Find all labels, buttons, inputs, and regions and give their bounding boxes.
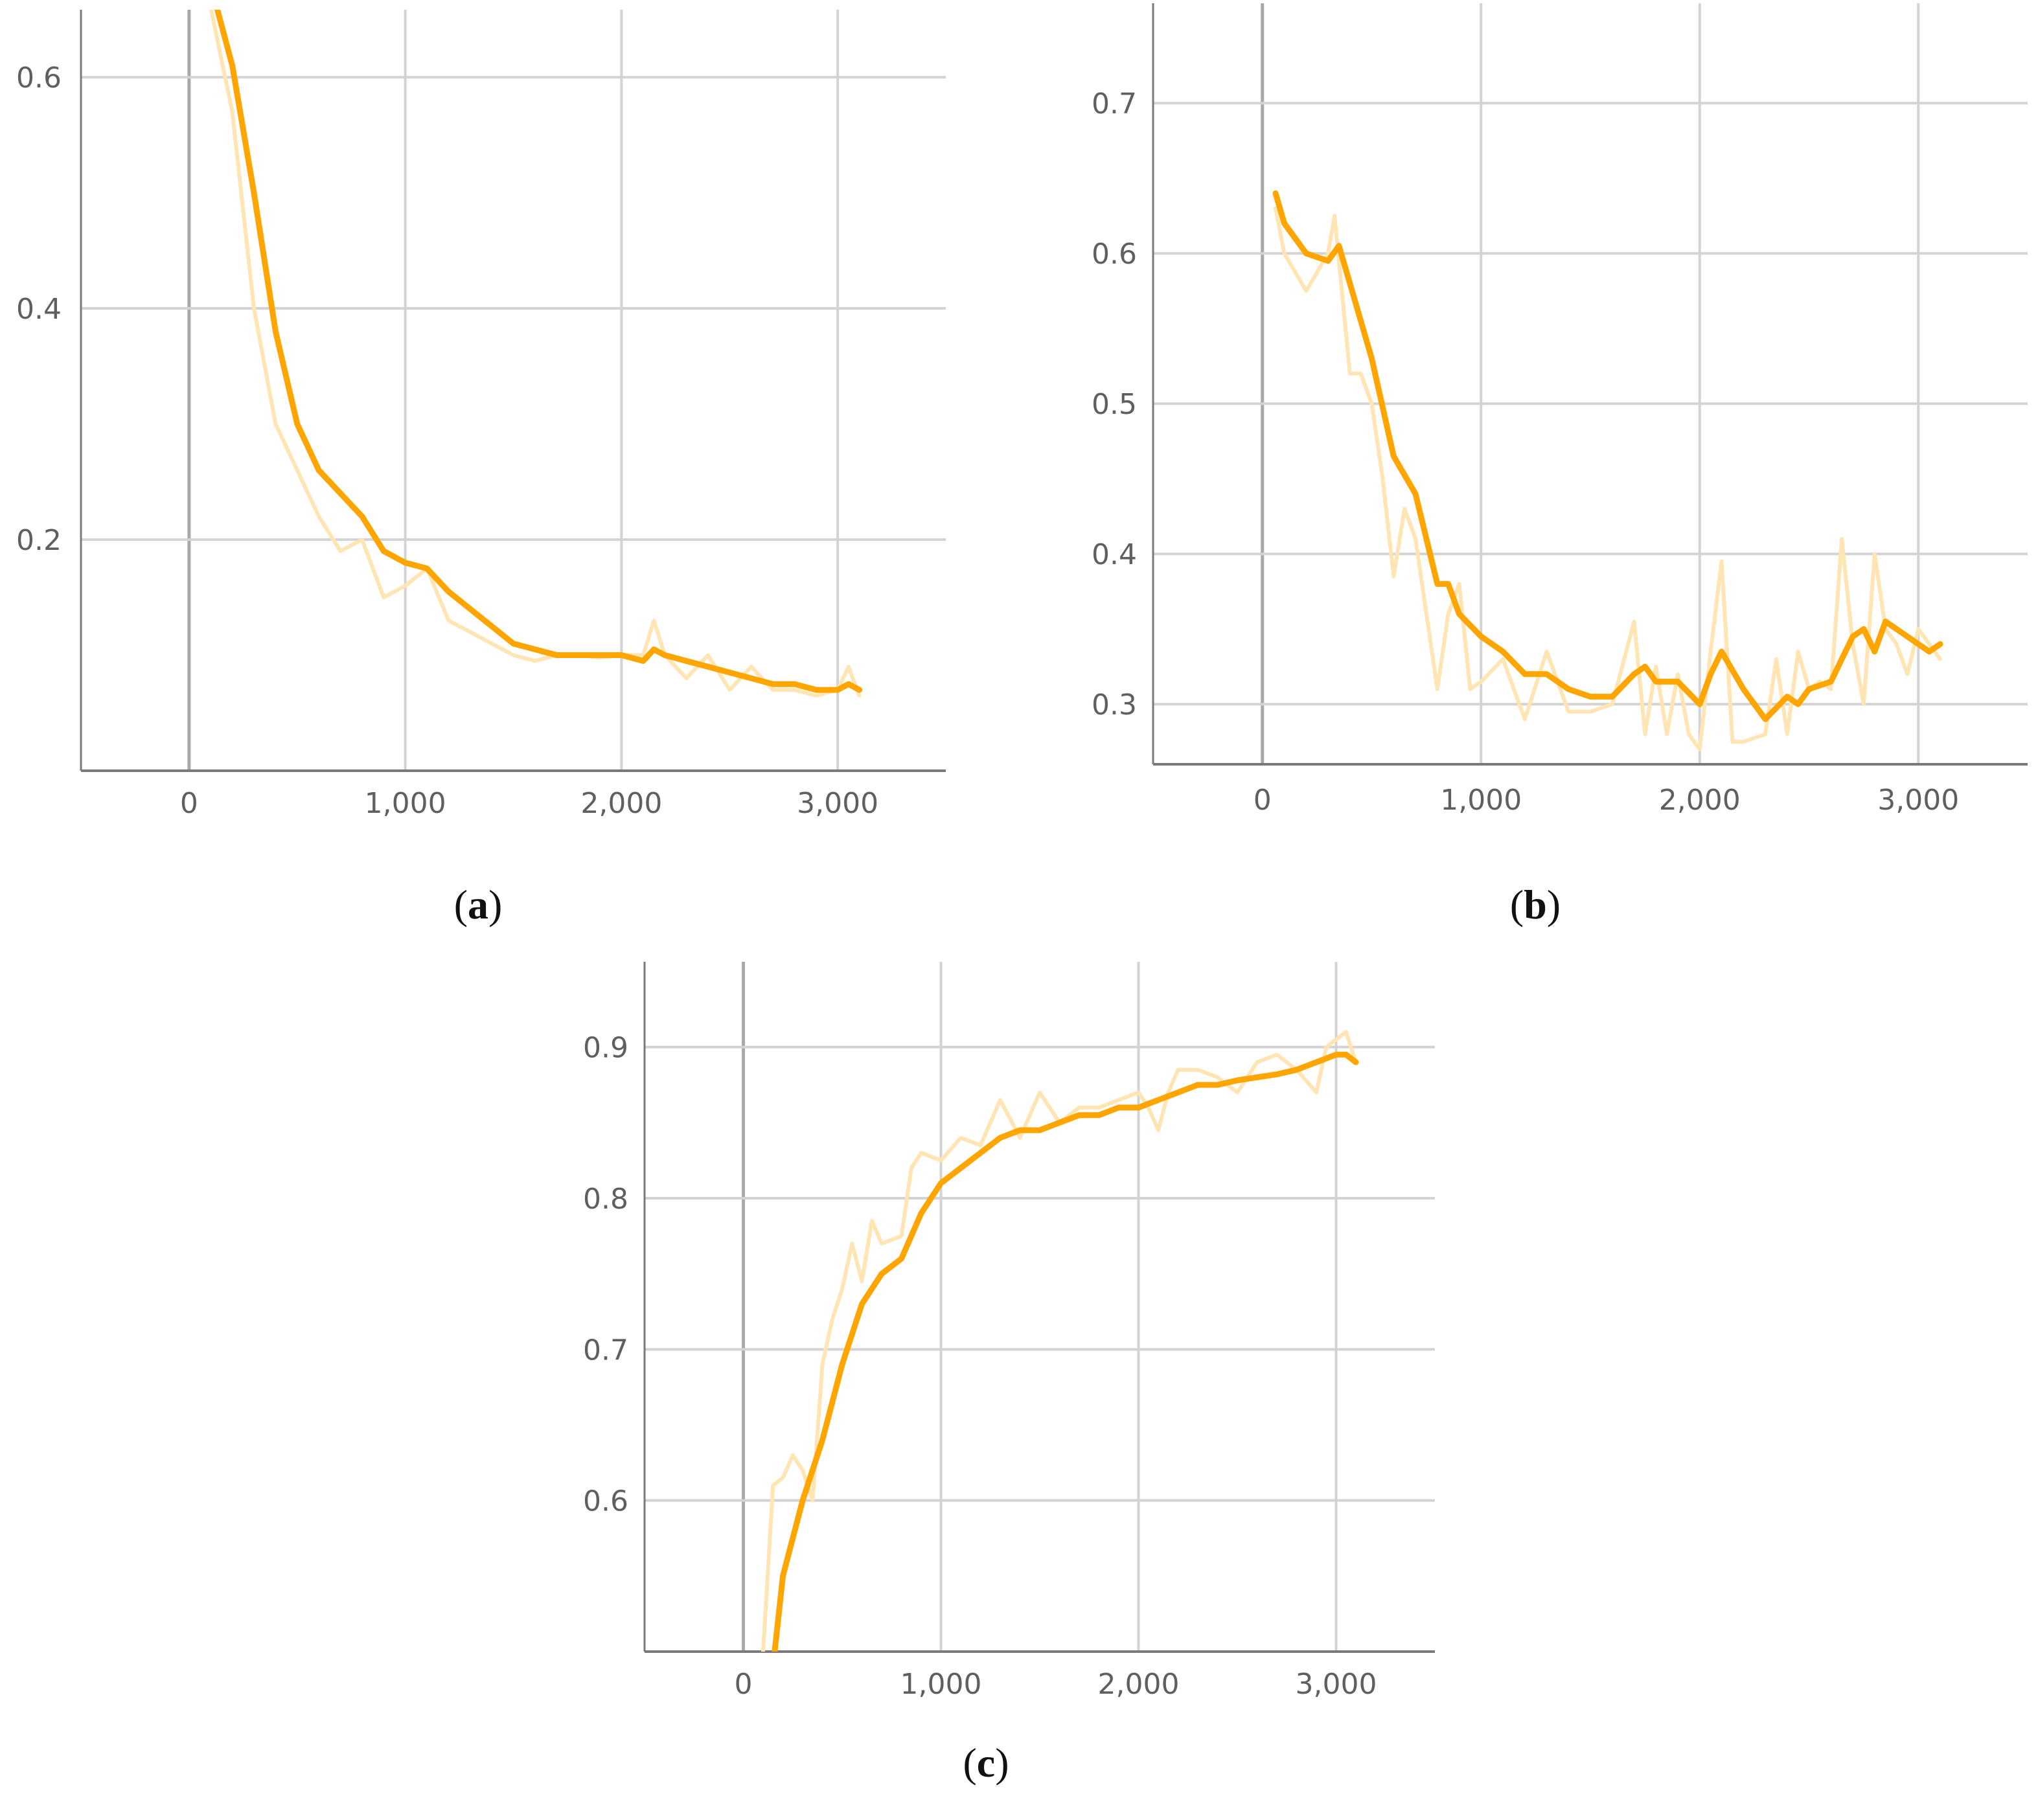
chart-a-y-tick-label-2: 0.6 [16,62,62,95]
chart-b-x-tick-label-2: 2,000 [1659,784,1741,817]
chart-a-x-tick-label-2: 2,000 [580,787,662,820]
chart-c-y-tick-label-0: 0.6 [583,1485,628,1518]
chart-panel-a: 0 1,000 2,000 3,000 0.2 0.4 0.6 [0,0,959,836]
chart-c-x-tick-label-0: 0 [735,1668,753,1701]
caption-c-letter: c [976,1740,996,1786]
chart-c-y-tick-label-1: 0.7 [583,1334,628,1367]
chart-b-y-tick-label-1: 0.4 [1092,538,1137,571]
chart-a-smoothed-series-line [214,10,862,693]
chart-c-x-tick-label-3: 3,000 [1296,1668,1377,1701]
caption-c: (c) [963,1740,1009,1786]
chart-a-svg: 0 1,000 2,000 3,000 0.2 0.4 0.6 [16,10,946,820]
chart-b-x-tick-label-3: 3,000 [1877,784,1959,817]
chart-c-smoothed-series-line [772,1051,1359,1652]
chart-a-x-tick-label-3: 3,000 [797,787,878,820]
chart-b-y-tick-label-2: 0.5 [1092,388,1137,421]
chart-a-y-tick-label-0: 0.2 [16,524,62,557]
chart-a-raw-series-line [209,10,862,698]
chart-a-x-tick-label-0: 0 [180,787,198,820]
caption-b: (b) [1509,882,1561,927]
chart-b-y-tick-label-3: 0.6 [1092,238,1137,271]
chart-c-svg: 0 1,000 2,000 3,000 0.6 0.7 0.8 0.9 [583,962,1435,1701]
chart-b-smoothed-series-line [1272,190,1943,722]
chart-c-x-tick-label-2: 2,000 [1098,1668,1180,1701]
caption-a: (a) [453,882,503,927]
chart-a-x-tick-label-1: 1,000 [365,787,446,820]
chart-c-raw-series-line [761,1030,1358,1652]
caption-a-letter: a [468,882,488,927]
chart-b-svg: 0 1,000 2,000 3,000 0.3 0.4 0.5 0.6 0.7 [1092,3,2028,817]
chart-c-y-tick-label-2: 0.8 [583,1183,628,1216]
chart-b-y-tick-label-0: 0.3 [1092,688,1137,722]
chart-a-y-tick-label-1: 0.4 [16,293,62,326]
chart-b-x-tick-label-1: 1,000 [1440,784,1522,817]
caption-b-letter: b [1524,882,1547,927]
chart-panel-b: 0 1,000 2,000 3,000 0.3 0.4 0.5 0.6 0.7 [1049,0,2038,836]
chart-panel-c: 0 1,000 2,000 3,000 0.6 0.7 0.8 0.9 [544,933,1451,1710]
chart-b-y-tick-label-4: 0.7 [1092,87,1137,120]
chart-b-x-tick-label-0: 0 [1254,784,1272,817]
chart-c-x-tick-label-1: 1,000 [900,1668,982,1701]
chart-b-raw-series-line [1274,206,1942,751]
chart-c-y-tick-label-3: 0.9 [583,1032,628,1065]
